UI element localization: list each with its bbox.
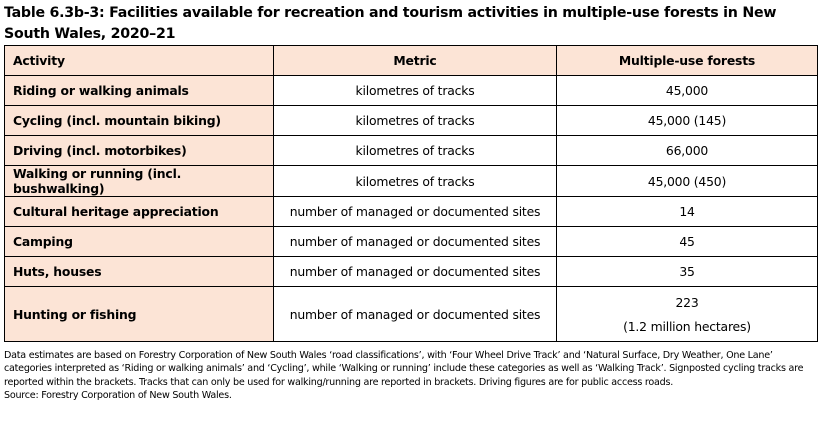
table-row: Huts, houses number of managed or docume… bbox=[4, 256, 818, 287]
value-primary: 223 bbox=[675, 294, 699, 310]
column-header-multiple-use-forests: Multiple-use forests bbox=[556, 45, 818, 76]
table-row: Camping number of managed or documented … bbox=[4, 226, 818, 257]
value-cell: 45,000 (450) bbox=[556, 165, 818, 197]
table-row: Walking or running (incl. bushwalking) k… bbox=[4, 165, 818, 197]
value-secondary: (1.2 million hectares) bbox=[623, 318, 751, 334]
facilities-table: Activity Metric Multiple-use forests Rid… bbox=[4, 45, 818, 342]
metric-cell: number of managed or documented sites bbox=[273, 256, 557, 287]
table-row: Driving (incl. motorbikes) kilometres of… bbox=[4, 135, 818, 166]
value-cell: 45 bbox=[556, 226, 818, 257]
column-header-metric: Metric bbox=[273, 45, 557, 76]
table-notes: Data estimates are based on Forestry Cor… bbox=[4, 349, 818, 403]
activity-cell: Walking or running (incl. bushwalking) bbox=[4, 165, 274, 197]
activity-cell: Hunting or fishing bbox=[4, 286, 274, 342]
value-cell: 66,000 bbox=[556, 135, 818, 166]
table-row: Cultural heritage appreciation number of… bbox=[4, 196, 818, 227]
metric-cell: number of managed or documented sites bbox=[273, 196, 557, 227]
metric-cell: kilometres of tracks bbox=[273, 105, 557, 136]
table-title: Table 6.3b-3: Facilities available for r… bbox=[4, 5, 777, 42]
activity-cell: Huts, houses bbox=[4, 256, 274, 287]
column-header-activity: Activity bbox=[4, 45, 274, 76]
table-row: Hunting or fishing number of managed or … bbox=[4, 286, 818, 342]
value-cell: 35 bbox=[556, 256, 818, 287]
metric-cell: number of managed or documented sites bbox=[273, 286, 557, 342]
source-note: Source: Forestry Corporation of New Sout… bbox=[4, 390, 232, 402]
table-row: Riding or walking animals kilometres of … bbox=[4, 75, 818, 106]
value-cell: 45,000 bbox=[556, 75, 818, 106]
activity-cell: Cultural heritage appreciation bbox=[4, 196, 274, 227]
value-cell: 14 bbox=[556, 196, 818, 227]
value-cell: 45,000 (145) bbox=[556, 105, 818, 136]
activity-cell: Driving (incl. motorbikes) bbox=[4, 135, 274, 166]
table-row: Cycling (incl. mountain biking) kilometr… bbox=[4, 105, 818, 136]
activity-cell: Camping bbox=[4, 226, 274, 257]
activity-cell: Cycling (incl. mountain biking) bbox=[4, 105, 274, 136]
activity-cell: Riding or walking animals bbox=[4, 75, 274, 106]
metric-cell: kilometres of tracks bbox=[273, 165, 557, 197]
metric-cell: number of managed or documented sites bbox=[273, 226, 557, 257]
data-note: Data estimates are based on Forestry Cor… bbox=[4, 350, 804, 388]
table-header-row: Activity Metric Multiple-use forests bbox=[4, 45, 818, 76]
metric-cell: kilometres of tracks bbox=[273, 75, 557, 106]
value-cell: 223 (1.2 million hectares) bbox=[556, 286, 818, 342]
metric-cell: kilometres of tracks bbox=[273, 135, 557, 166]
